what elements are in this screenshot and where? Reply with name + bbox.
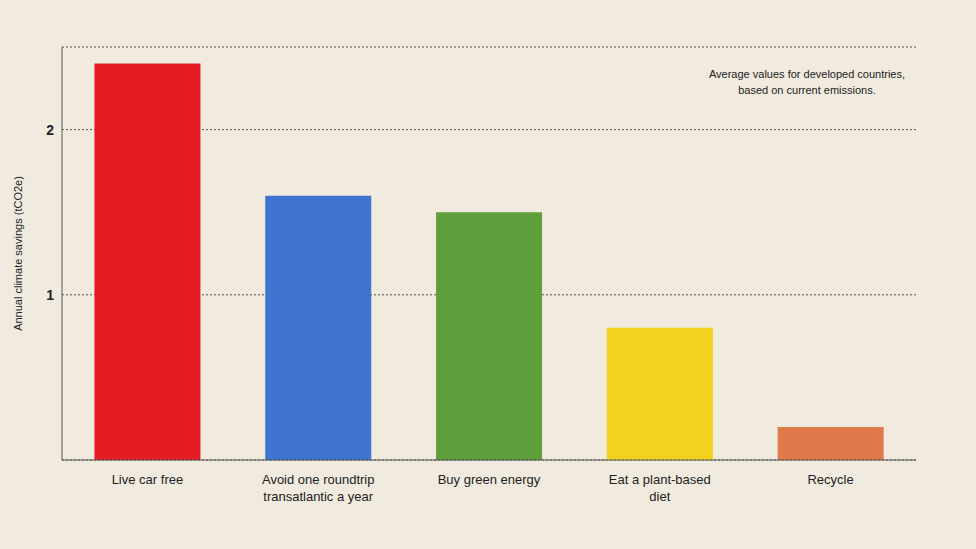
svg-text:1: 1 <box>46 287 54 303</box>
html-text:Average values for developed c: Average values for developed countries, <box>709 68 905 80</box>
svg-text:Buy green energy: Buy green energy <box>438 472 541 487</box>
svg-text:Eat a plant-baseddiet: Eat a plant-baseddiet <box>609 472 711 504</box>
svg-text:Live car free: Live car free <box>112 472 184 487</box>
html-text:based on current emissions.: based on current emissions. <box>738 84 876 96</box>
svg-text:Avoid one roundtriptransatlant: Avoid one roundtriptransatlantic a year <box>262 472 375 504</box>
svg-text:Annual climate savings (tCO2e): Annual climate savings (tCO2e) <box>12 176 24 331</box>
svg-text:2: 2 <box>46 122 54 138</box>
svg-text:Recycle: Recycle <box>807 472 853 487</box>
